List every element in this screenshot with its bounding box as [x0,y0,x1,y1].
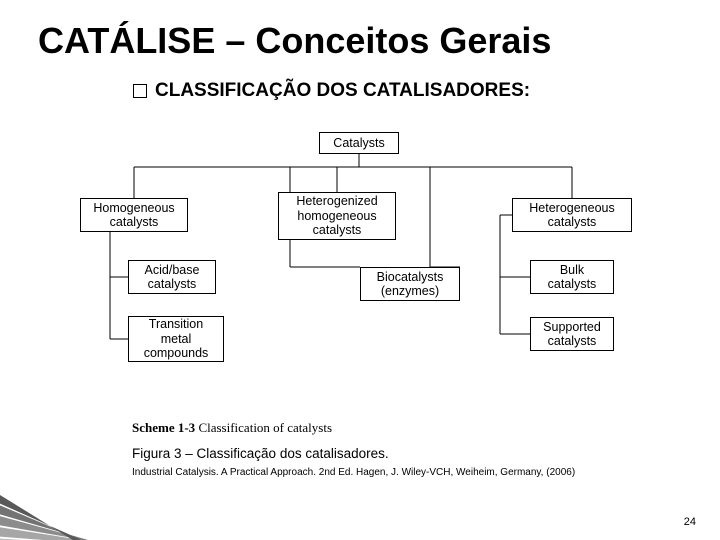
subtitle-row: CLASSIFICAÇÃO DOS CATALISADORES: [133,80,682,102]
tree-node-bio: Biocatalysts (enzymes) [360,267,460,301]
tree-node-hethom: Heterogenized homogeneous catalysts [278,192,396,240]
scheme-number: Scheme 1-3 [132,420,195,435]
tree-node-hetero: Heterogeneous catalysts [512,198,632,232]
slide: CATÁLISE – Conceitos Gerais CLASSIFICAÇÃ… [0,0,720,540]
classification-tree: Catalysts Homogeneous catalysts Heterogeni… [80,132,640,380]
tree-node-bulk: Bulk catalysts [530,260,614,294]
tree-node-trans: Transition metal compounds [128,316,224,362]
tree-node-acid: Acid/base catalysts [128,260,216,294]
page-title: CATÁLISE – Conceitos Gerais [38,20,682,62]
figure-caption: Figura 3 – Classificação dos catalisador… [132,446,672,461]
page-number: 24 [684,516,696,528]
scheme-text: Classification of catalysts [195,420,332,435]
tree-node-root: Catalysts [319,132,399,154]
scheme-caption: Scheme 1-3 Classification of catalysts [132,420,672,436]
subtitle: CLASSIFICAÇÃO DOS CATALISADORES: [155,80,530,102]
tree-node-homo: Homogeneous catalysts [80,198,188,232]
caption-area: Scheme 1-3 Classification of catalysts F… [132,420,672,480]
tree-node-supp: Supported catalysts [530,317,614,351]
square-bullet-icon [133,84,147,98]
reference-text: Industrial Catalysis. A Practical Approa… [132,467,672,480]
